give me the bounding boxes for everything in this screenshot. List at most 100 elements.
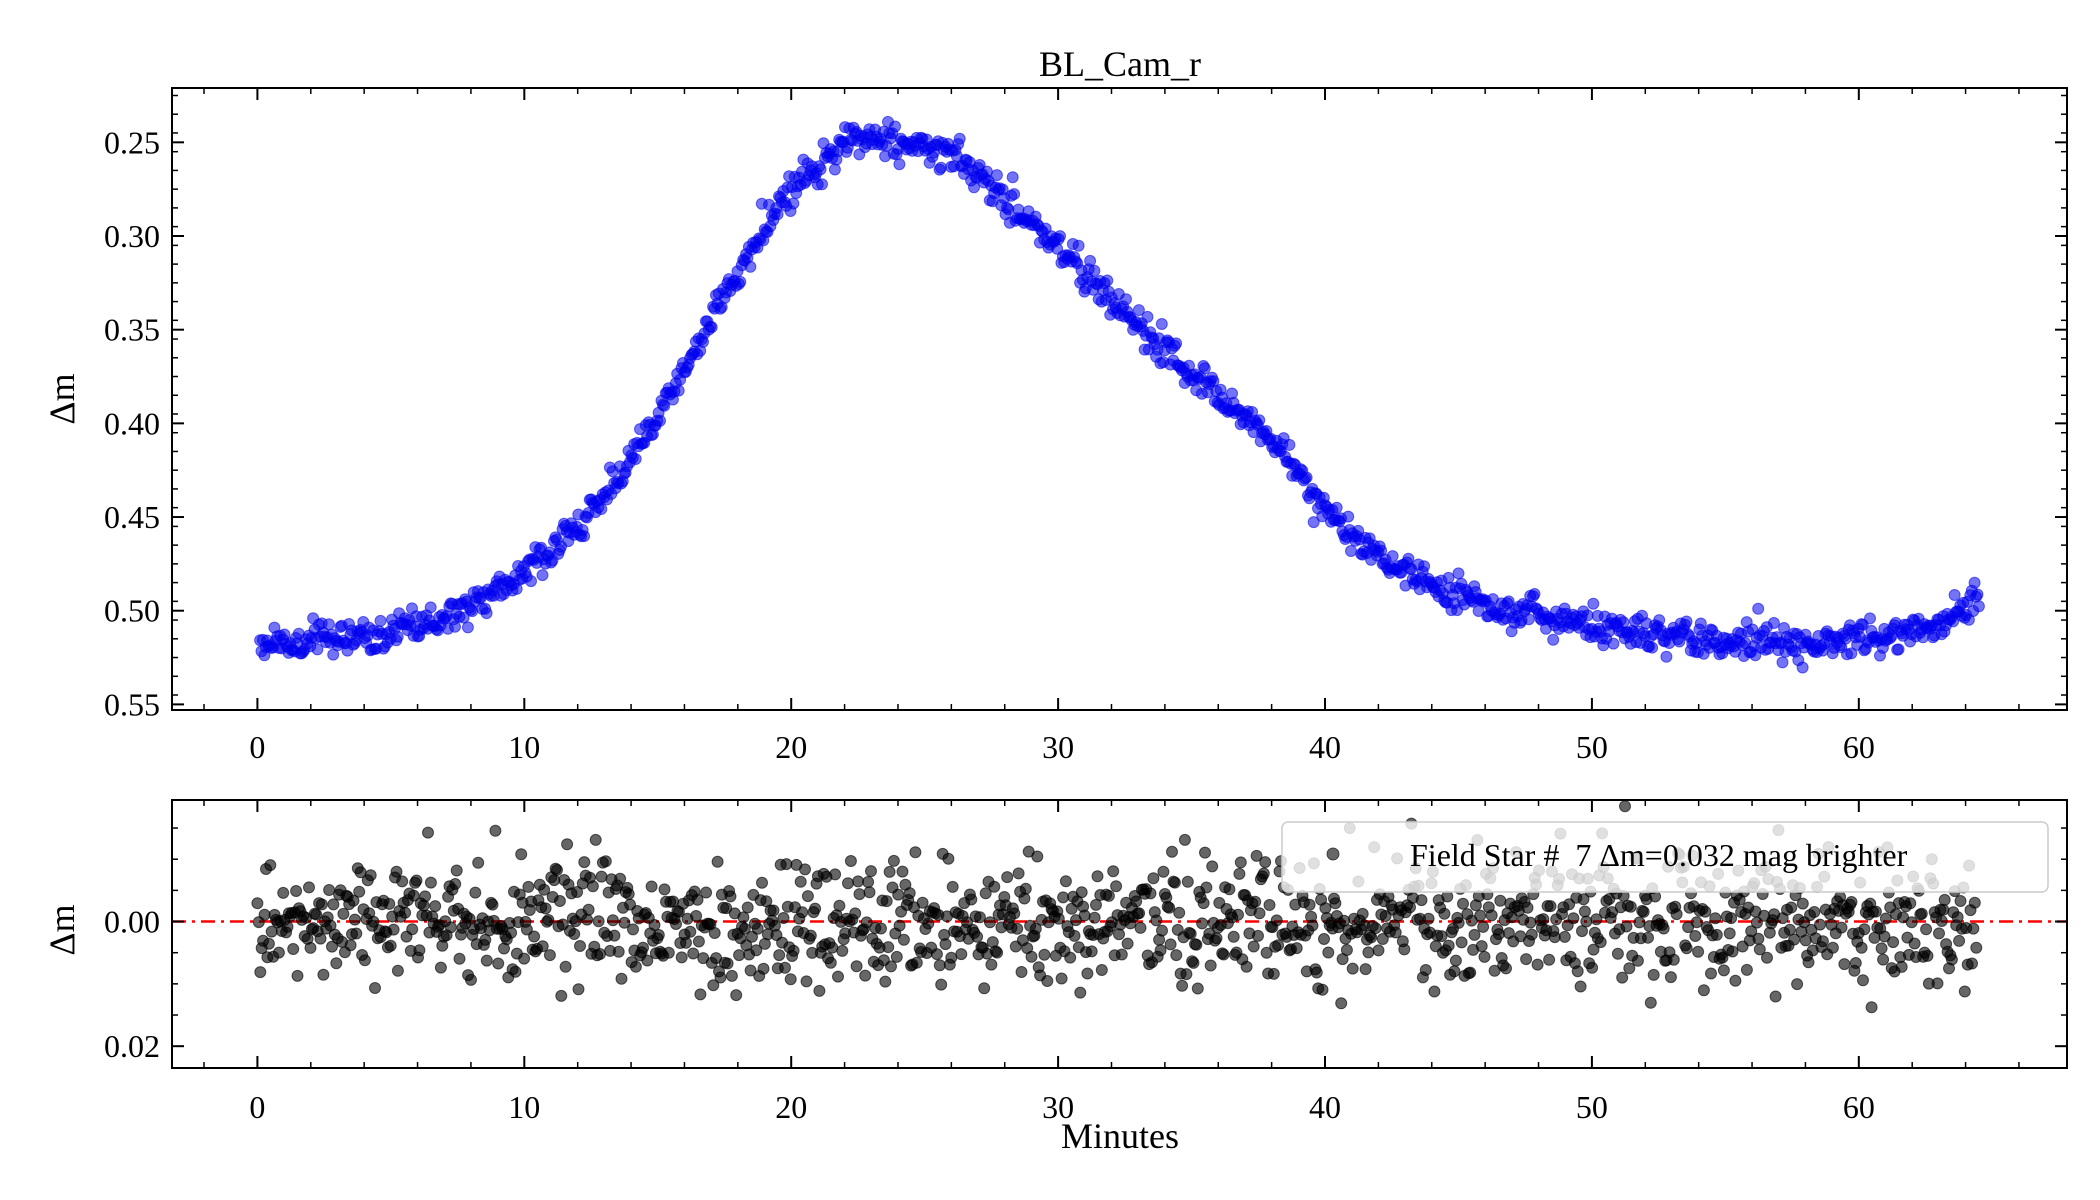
data-point: [1547, 633, 1560, 646]
data-point: [1240, 960, 1253, 973]
data-point: [859, 969, 872, 982]
data-point: [946, 880, 959, 893]
data-point: [1520, 953, 1533, 966]
data-point: [1802, 956, 1815, 969]
data-point: [492, 957, 505, 970]
x-tick-label: 40: [1309, 1089, 1341, 1125]
data-point: [984, 916, 996, 929]
data-point: [1785, 901, 1798, 914]
data-point: [796, 906, 809, 919]
x-tick-label: 60: [1843, 1089, 1875, 1125]
data-point: [449, 620, 461, 633]
data-point: [744, 260, 757, 273]
data-point: [692, 935, 705, 948]
data-point: [1110, 880, 1123, 893]
data-point: [348, 913, 361, 926]
data-point: [658, 399, 671, 412]
data-point: [853, 888, 866, 901]
data-point: [1306, 919, 1319, 932]
data-point: [1475, 940, 1488, 953]
data-point: [614, 872, 627, 885]
data-point: [1494, 894, 1507, 907]
data-point: [1633, 916, 1646, 929]
data-point: [1457, 897, 1469, 910]
data-point: [1699, 905, 1712, 918]
data-point: [594, 948, 606, 960]
data-point: [461, 621, 474, 634]
data-point: [909, 846, 922, 859]
x-tick-labels: 0 10 20 30 40 50 60: [249, 1089, 1874, 1125]
data-point: [896, 865, 909, 878]
y-tick-label: 0.55: [104, 686, 160, 722]
data-point: [1198, 362, 1211, 375]
data-point: [391, 630, 404, 643]
data-point: [1611, 947, 1624, 960]
data-point: [826, 941, 839, 954]
data-point: [1448, 965, 1461, 978]
data-point: [390, 865, 403, 878]
data-point: [480, 607, 493, 620]
data-point: [1322, 946, 1335, 959]
data-point: [1694, 617, 1707, 630]
data-point: [1869, 905, 1882, 918]
data-point: [1346, 962, 1359, 975]
data-point: [1933, 927, 1945, 940]
data-point: [1887, 936, 1900, 949]
y-tick-label: 0.40: [104, 405, 160, 441]
data-point: [1729, 974, 1742, 987]
data-point: [1107, 865, 1120, 878]
data-point: [599, 855, 612, 868]
data-point: [1680, 942, 1693, 955]
data-point: [1767, 617, 1780, 629]
data-point: [1705, 967, 1717, 980]
data-point: [694, 988, 707, 1001]
data-point: [465, 973, 477, 986]
data-point: [1356, 907, 1369, 920]
data-point: [522, 880, 535, 893]
data-point: [1607, 637, 1620, 650]
data-point: [1340, 944, 1353, 956]
data-point: [690, 910, 703, 922]
data-point: [1877, 953, 1890, 966]
data-point: [1474, 909, 1487, 922]
data-point: [1717, 964, 1730, 977]
data-point: [1418, 560, 1431, 573]
data-point: [1624, 900, 1637, 913]
data-point: [538, 883, 551, 896]
data-point: [1879, 912, 1892, 925]
x-tick-label: 40: [1309, 729, 1341, 765]
data-point: [862, 876, 875, 888]
data-point: [384, 939, 397, 952]
data-point: [374, 614, 387, 627]
data-point: [801, 890, 814, 903]
x-tick-label: 20: [775, 729, 807, 765]
data-point: [1525, 928, 1538, 941]
data-point: [1855, 941, 1868, 954]
data-point: [1064, 951, 1077, 964]
data-point: [1263, 899, 1276, 911]
data-point: [1260, 946, 1273, 959]
data-point: [1200, 881, 1213, 894]
data-point: [262, 937, 275, 950]
x-tick-label: 60: [1843, 729, 1875, 765]
data-point: [589, 833, 602, 846]
data-point: [424, 601, 437, 614]
data-point: [486, 898, 499, 911]
data-point: [833, 899, 846, 912]
data-point: [1488, 964, 1501, 977]
data-point: [1133, 907, 1146, 920]
data-point: [429, 900, 442, 913]
data-point: [586, 880, 599, 893]
data-point: [720, 902, 733, 915]
data-point: [1181, 875, 1194, 888]
data-point: [1290, 942, 1303, 955]
data-point: [890, 950, 903, 963]
data-point: [1270, 914, 1283, 927]
data-point: [1170, 949, 1183, 962]
data-point: [1452, 916, 1465, 929]
data-point: [1252, 929, 1264, 942]
data-point: [897, 933, 910, 946]
data-point: [1726, 945, 1739, 958]
data-point: [973, 911, 986, 924]
axis-ticks: [172, 800, 2067, 1068]
